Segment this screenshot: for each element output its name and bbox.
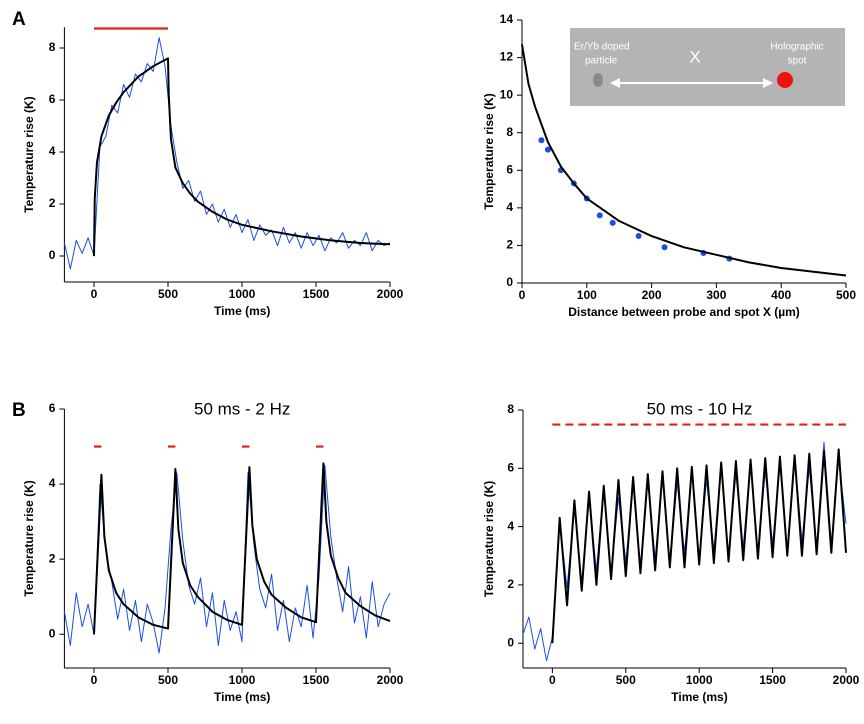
data-point	[635, 233, 642, 240]
panel-title: 50 ms - 10 Hz	[647, 399, 753, 418]
y-tick-label: 0	[49, 626, 56, 640]
y-tick-label: 14	[500, 12, 514, 26]
x-tick-label: 100	[577, 288, 597, 302]
x-tick-label: 200	[642, 288, 662, 302]
x-tick-label: 1500	[303, 673, 330, 687]
x-tick-label: 2000	[377, 673, 404, 687]
inset-label: Holographic	[770, 42, 823, 53]
arrow-head	[610, 78, 620, 88]
trace	[551, 448, 847, 644]
x-axis-label: Time (ms)	[671, 690, 727, 704]
x-tick-label: 0	[519, 288, 526, 302]
trace	[521, 44, 847, 277]
x-axis-label: Distance between probe and spot X (µm)	[568, 305, 800, 319]
y-tick-label: 2	[507, 577, 514, 591]
arrow-head	[763, 78, 773, 88]
x-tick-label: 500	[158, 673, 178, 687]
y-tick-label: 6	[49, 92, 56, 106]
y-tick-label: 8	[49, 40, 56, 54]
y-tick-label: 8	[507, 402, 514, 416]
inset-label: particle	[585, 56, 618, 67]
x-tick-label: 500	[836, 288, 856, 302]
data-point	[661, 244, 668, 251]
panel-letter: B	[12, 400, 26, 421]
data-point	[544, 146, 551, 153]
y-axis-label: Temperature rise (K)	[22, 480, 36, 596]
x-tick-label: 0	[91, 287, 98, 301]
inset-image	[570, 28, 845, 106]
x-tick-label: 0	[91, 673, 98, 687]
x-tick-label: 1000	[229, 287, 256, 301]
x-tick-label: 0	[549, 673, 556, 687]
y-axis-label: Temperature rise (K)	[482, 93, 496, 209]
x-tick-label: 500	[616, 673, 636, 687]
x-tick-label: 1000	[686, 673, 713, 687]
data-point	[609, 219, 616, 226]
trace	[63, 464, 391, 654]
y-tick-label: 6	[49, 401, 56, 415]
x-tick-label: 2000	[833, 673, 860, 687]
x-tick-label: 2000	[377, 287, 404, 301]
y-tick-label: 2	[506, 238, 513, 252]
y-tick-label: 0	[507, 635, 514, 649]
y-tick-label: 8	[506, 125, 513, 139]
data-point	[538, 137, 545, 144]
panel-letter: A	[12, 9, 26, 30]
y-tick-label: 2	[49, 551, 56, 565]
inset-label: spot	[788, 56, 807, 67]
y-tick-label: 4	[507, 519, 514, 533]
y-tick-label: 4	[506, 200, 513, 214]
y-tick-label: 6	[507, 460, 514, 474]
holographic-spot	[777, 72, 793, 88]
x-axis-label: Time (ms)	[214, 690, 270, 704]
inset-label: X	[689, 47, 700, 66]
x-tick-label: 1500	[759, 673, 786, 687]
x-tick-label: 1500	[303, 287, 330, 301]
y-axis-label: Temperature rise (K)	[482, 481, 496, 597]
y-tick-label: 6	[506, 162, 513, 176]
trace	[63, 37, 391, 270]
x-tick-label: 1000	[229, 673, 256, 687]
x-tick-label: 400	[771, 288, 791, 302]
panel-title: 50 ms - 2 Hz	[194, 399, 290, 418]
y-tick-label: 4	[49, 476, 56, 490]
particle	[593, 73, 603, 87]
trace	[93, 57, 391, 257]
y-tick-label: 2	[49, 196, 56, 210]
x-tick-label: 500	[158, 287, 178, 301]
x-axis-label: Time (ms)	[214, 304, 270, 318]
y-tick-label: 0	[49, 248, 56, 262]
y-tick-label: 10	[500, 87, 514, 101]
y-axis-label: Temperature rise (K)	[22, 96, 36, 212]
y-tick-label: 0	[506, 275, 513, 289]
x-tick-label: 300	[706, 288, 726, 302]
data-point	[596, 212, 603, 219]
y-tick-label: 12	[500, 50, 514, 64]
trace	[93, 462, 391, 635]
inset-label: Er/Yb doped	[574, 42, 630, 53]
y-tick-label: 4	[49, 144, 56, 158]
